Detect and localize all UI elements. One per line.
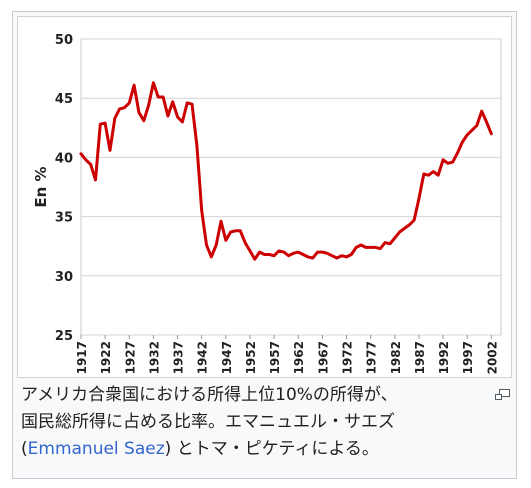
chart-image[interactable]: 25 30 35 40 45 50 1917 1922 1927 1932 1937 1942 1947… <box>17 16 512 378</box>
y-tick-label: 50 <box>55 33 73 48</box>
figure-caption: アメリカ合衆国における所得上位10%の所得が、 国民総所得に占める比率。エマニュ… <box>21 382 511 463</box>
y-tick-label: 30 <box>55 270 73 285</box>
line-chart: 25 30 35 40 45 50 1917 1922 1927 1932 1937 1942 1947… <box>32 33 502 374</box>
x-tick-label: 1937 <box>172 341 186 374</box>
y-tick-label: 45 <box>55 92 73 107</box>
y-tick-label: 40 <box>55 151 73 166</box>
x-tick-label: 1962 <box>292 341 306 374</box>
caption-paren-open: ( <box>21 439 28 459</box>
x-tick-label: 1917 <box>75 341 89 374</box>
emmanuel-saez-link[interactable]: Emmanuel Saez <box>27 439 165 459</box>
y-axis-label: En % <box>32 166 50 207</box>
x-tick-label: 1977 <box>365 341 379 374</box>
figure-thumbnail: 25 30 35 40 45 50 1917 1922 1927 1932 1937 1942 1947… <box>12 11 517 479</box>
y-tick-label: 35 <box>55 211 73 226</box>
series-line-top10-share <box>79 81 493 261</box>
x-tick-label: 1967 <box>316 341 330 374</box>
x-tick-label: 1957 <box>268 341 282 374</box>
plot-area <box>80 38 502 336</box>
caption-line-1: アメリカ合衆国における所得上位10%の所得が、 <box>21 385 398 405</box>
x-tick-label: 1997 <box>461 341 475 374</box>
x-tick-label: 1952 <box>244 341 258 374</box>
caption-line-3: ) とトマ・ピケティによる。 <box>164 439 379 459</box>
magnify-clip-icon[interactable] <box>494 388 512 402</box>
x-tick-label: 1922 <box>99 341 113 374</box>
x-tick-label: 1947 <box>220 341 234 374</box>
x-tick-label: 1992 <box>437 341 451 374</box>
x-tick-label: 1987 <box>413 341 427 374</box>
x-tick-label: 1932 <box>147 341 161 374</box>
x-tick-label: 1982 <box>389 341 403 374</box>
x-tick-label: 1927 <box>123 341 137 374</box>
y-tick-label: 25 <box>55 329 73 344</box>
x-tick-label: 1942 <box>196 341 210 374</box>
x-tick-label: 1972 <box>341 341 355 374</box>
caption-line-2: 国民総所得に占める比率。エマニュエル・サエズ <box>21 412 395 432</box>
x-tick-label: 2002 <box>485 341 499 374</box>
